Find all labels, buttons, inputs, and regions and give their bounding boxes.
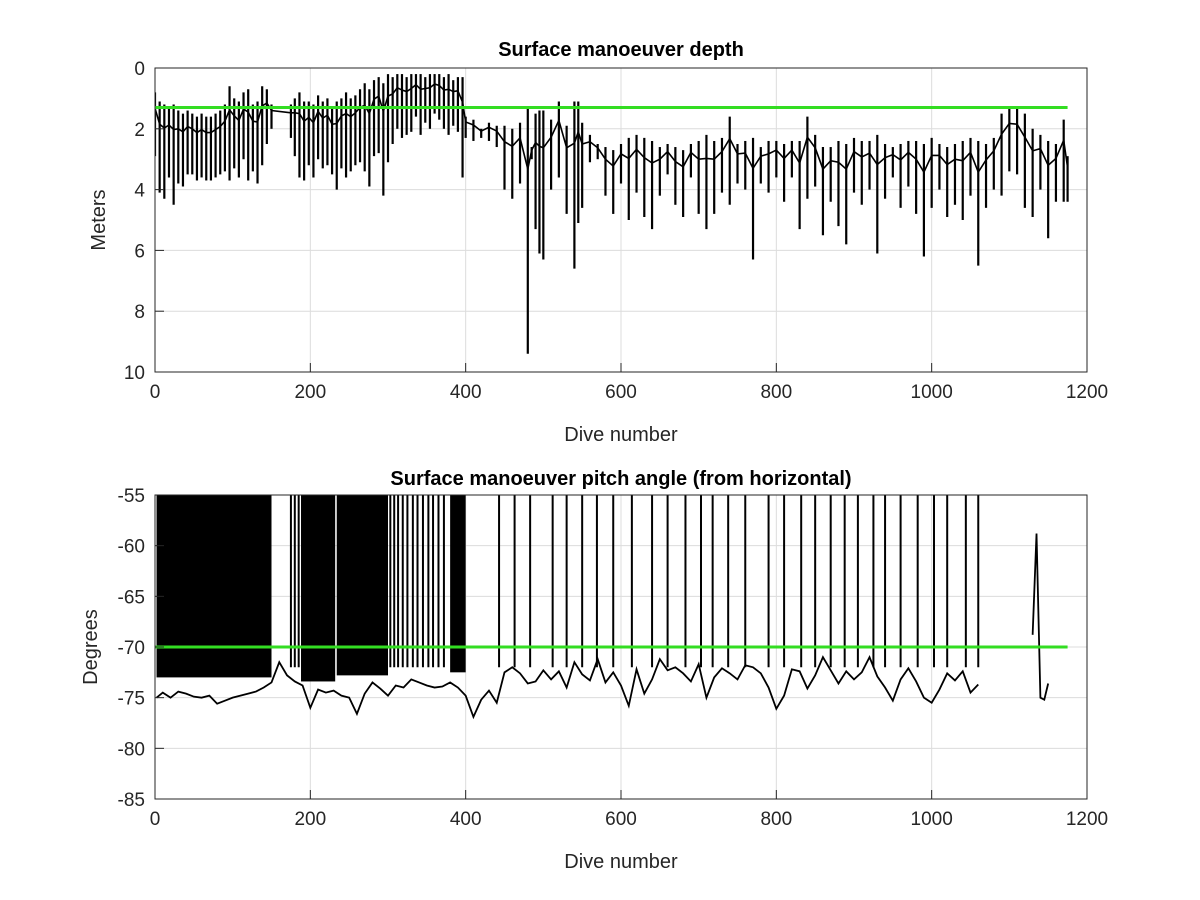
depth-panel: Surface manoeuver depth 0 200 400 600 800 100… bbox=[88, 39, 1108, 446]
depth-x-tick-label: 1200 bbox=[1066, 382, 1108, 403]
pitch-y-tick-label: -55 bbox=[118, 486, 145, 507]
depth-x-axis-label: Dive number bbox=[564, 424, 678, 446]
pitch-x-tick-label: 0 bbox=[150, 809, 161, 830]
depth-x-tick-label: 400 bbox=[450, 382, 482, 403]
depth-x-ticks: 0 200 400 600 800 1000 1200 bbox=[150, 363, 1108, 403]
pitch-data-line-0 bbox=[155, 654, 979, 720]
pitch-dense-region bbox=[156, 495, 272, 678]
depth-x-tick-label: 600 bbox=[605, 382, 637, 403]
depth-x-tick-label: 800 bbox=[760, 382, 792, 403]
pitch-y-axis-label: Degrees bbox=[80, 609, 102, 685]
depth-y-ticks: 0 2 4 6 8 10 bbox=[124, 59, 164, 384]
depth-chart-title: Surface manoeuver depth bbox=[498, 39, 744, 61]
depth-y-tick-label: 2 bbox=[134, 120, 145, 141]
pitch-data-line-1 bbox=[1031, 533, 1050, 702]
pitch-y-tick-label: -75 bbox=[118, 689, 145, 710]
pitch-y-tick-label: -80 bbox=[118, 739, 145, 760]
pitch-x-tick-label: 1200 bbox=[1066, 809, 1108, 830]
pitch-x-tick-label: 200 bbox=[294, 809, 326, 830]
depth-y-tick-label: 8 bbox=[134, 302, 145, 323]
depth-y-tick-label: 0 bbox=[134, 59, 145, 80]
pitch-y-ticks: -55 -60 -65 -70 -75 -80 -85 bbox=[118, 486, 164, 811]
pitch-chart-title: Surface manoeuver pitch angle (from hori… bbox=[390, 468, 851, 490]
depth-data-group bbox=[155, 74, 1069, 354]
depth-y-tick-label: 10 bbox=[124, 363, 145, 384]
pitch-x-tick-label: 400 bbox=[450, 809, 482, 830]
pitch-x-tick-label: 1000 bbox=[911, 809, 953, 830]
pitch-y-tick-label: -65 bbox=[118, 587, 145, 608]
pitch-x-tick-label: 800 bbox=[760, 809, 792, 830]
depth-data-line bbox=[155, 83, 1069, 174]
pitch-dense-region bbox=[301, 495, 336, 682]
pitch-dense-region bbox=[336, 495, 388, 676]
depth-y-axis-label: Meters bbox=[88, 189, 110, 250]
pitch-dense-region bbox=[450, 495, 466, 673]
pitch-data-group bbox=[155, 495, 1050, 720]
depth-x-tick-label: 0 bbox=[150, 382, 161, 403]
pitch-x-axis-label: Dive number bbox=[564, 851, 678, 873]
pitch-y-tick-label: -85 bbox=[118, 790, 145, 811]
depth-x-tick-label: 200 bbox=[294, 382, 326, 403]
pitch-x-ticks: 0 200 400 600 800 1000 1200 bbox=[150, 790, 1108, 830]
pitch-panel: Surface manoeuver pitch angle (from hori… bbox=[80, 468, 1108, 873]
depth-y-tick-label: 4 bbox=[134, 181, 145, 202]
depth-x-tick-label: 1000 bbox=[911, 382, 953, 403]
pitch-x-tick-label: 600 bbox=[605, 809, 637, 830]
pitch-y-tick-label: -60 bbox=[118, 537, 145, 558]
depth-y-tick-label: 6 bbox=[134, 241, 145, 262]
pitch-y-tick-label: -70 bbox=[118, 638, 145, 659]
